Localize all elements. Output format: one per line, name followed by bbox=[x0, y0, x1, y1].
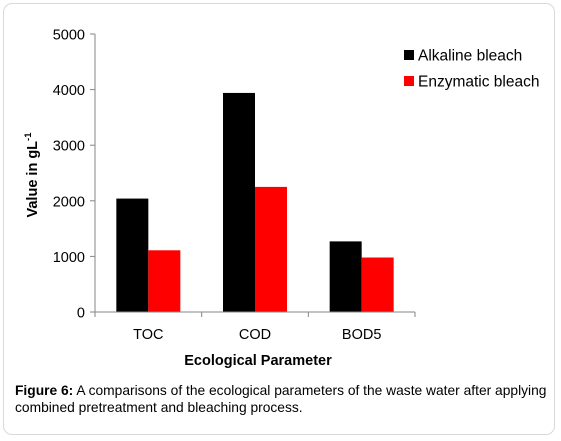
y-tick-label: 1000 bbox=[53, 250, 85, 266]
legend: Alkaline bleach Enzymatic bleach bbox=[404, 48, 539, 91]
bar-bod5-series-2 bbox=[361, 257, 394, 312]
y-axis-title: Value in gL-1 bbox=[23, 132, 41, 218]
x-axis-title: Ecological Parameter bbox=[184, 353, 332, 369]
bar-toc-series-2 bbox=[148, 250, 181, 312]
bar-bod5-series-1 bbox=[329, 241, 362, 312]
y-tick-label: 5000 bbox=[53, 28, 85, 44]
legend-swatch bbox=[404, 76, 414, 86]
y-tick-label: 3000 bbox=[53, 139, 85, 155]
legend-label: Enzymatic bleach bbox=[418, 74, 539, 91]
legend-swatch bbox=[404, 50, 414, 60]
caption-text: A comparisons of the ecological paramete… bbox=[15, 383, 547, 415]
bar-cod-series-1 bbox=[223, 92, 255, 312]
figure-caption: Figure 6: A comparisons of the ecologica… bbox=[15, 382, 550, 416]
x-tick-label: COD bbox=[239, 327, 271, 343]
y-axis-title-superscript: -1 bbox=[23, 132, 34, 141]
x-tick-label: TOC bbox=[133, 327, 163, 343]
x-tick-label: BOD5 bbox=[342, 327, 382, 343]
y-tick-label: 4000 bbox=[53, 83, 85, 99]
bar-cod-series-2 bbox=[255, 186, 287, 312]
y-axis-ticks: 0 1000 2000 3000 4000 5000 bbox=[53, 28, 95, 322]
y-tick-label: 2000 bbox=[53, 194, 85, 210]
bar-chart: 0 1000 2000 3000 4000 5000 TOC COD BOD5 Value i… bbox=[23, 28, 539, 370]
bars bbox=[116, 92, 394, 312]
bar-toc-series-1 bbox=[116, 198, 149, 312]
legend-label: Alkaline bleach bbox=[418, 48, 522, 65]
y-tick-label: 0 bbox=[77, 306, 85, 322]
caption-label: Figure 6: bbox=[15, 383, 74, 398]
x-axis-ticks: TOC COD BOD5 bbox=[94, 312, 416, 343]
